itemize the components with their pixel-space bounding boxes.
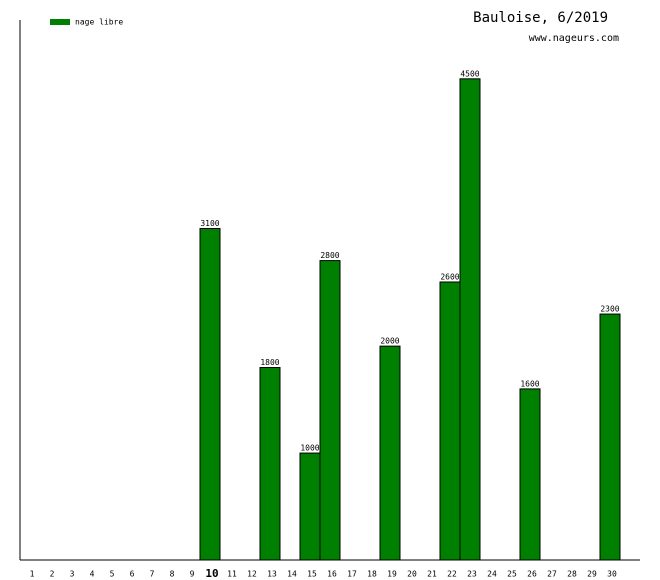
data-label: 2600 xyxy=(440,272,459,281)
chart-subtitle: www.nageurs.com xyxy=(529,33,619,44)
x-tick-label: 26 xyxy=(527,570,537,579)
bar xyxy=(379,345,401,561)
x-tick-label: 16 xyxy=(327,570,337,579)
bar xyxy=(299,452,321,561)
x-tick-label: 20 xyxy=(407,570,417,579)
legend-swatch xyxy=(50,19,70,25)
bar xyxy=(459,78,481,561)
bar xyxy=(519,388,541,561)
data-label: 3100 xyxy=(200,219,219,228)
bar xyxy=(259,367,281,561)
x-tick-label: 30 xyxy=(607,570,617,579)
chart-title: Bauloise, 6/2019 xyxy=(473,10,608,26)
data-label: 2300 xyxy=(600,305,619,314)
x-tick-label: 2 xyxy=(50,570,55,579)
x-tick-label: 9 xyxy=(190,570,195,579)
bar xyxy=(599,313,621,561)
x-tick-label: 19 xyxy=(387,570,397,579)
x-tick-label: 15 xyxy=(307,570,317,579)
x-tick-label: 6 xyxy=(130,570,135,579)
x-tick-label: 13 xyxy=(267,570,277,579)
x-tick-label: 24 xyxy=(487,570,497,579)
legend-label: nage libre xyxy=(75,18,123,27)
x-tick-label: 1 xyxy=(30,570,35,579)
x-tick-label: 25 xyxy=(507,570,517,579)
data-label: 2000 xyxy=(380,337,399,346)
x-tick-label: 12 xyxy=(247,570,257,579)
bar xyxy=(199,228,221,561)
data-label: 1800 xyxy=(260,358,279,367)
x-tick-label: 5 xyxy=(110,570,115,579)
x-tick-label: 8 xyxy=(170,570,175,579)
x-tick-label: 29 xyxy=(587,570,597,579)
x-tick-label: 27 xyxy=(547,570,557,579)
x-tick-label: 21 xyxy=(427,570,437,579)
data-label: 2800 xyxy=(320,251,339,260)
x-tick-label: 23 xyxy=(467,570,477,579)
x-tick-label: 18 xyxy=(367,570,377,579)
data-label: 4500 xyxy=(460,69,479,78)
x-tick-label: 3 xyxy=(70,570,75,579)
x-tick-label: 4 xyxy=(90,570,95,579)
x-tick-label: 14 xyxy=(287,570,297,579)
bar xyxy=(319,260,341,561)
bar xyxy=(439,281,461,561)
data-label: 1000 xyxy=(300,444,319,453)
x-tick-label: 28 xyxy=(567,570,577,579)
x-tick-label: 22 xyxy=(447,570,457,579)
x-tick-label: 17 xyxy=(347,570,357,579)
x-tick-label: 7 xyxy=(150,570,155,579)
data-label: 1600 xyxy=(520,379,539,388)
x-tick-label: 11 xyxy=(227,570,237,579)
x-tick-label-highlight: 10 xyxy=(205,567,218,580)
